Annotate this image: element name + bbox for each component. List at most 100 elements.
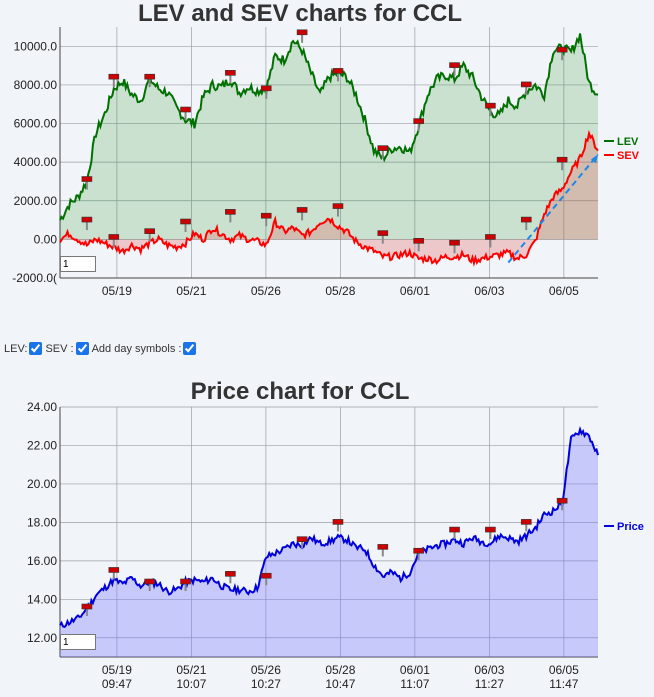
sev-day-marker (144, 228, 155, 234)
price-day-marker (225, 571, 236, 577)
price-day-marker (108, 567, 120, 573)
x-tick-time: 09:47 (102, 298, 132, 300)
x-tick-date: 05/26 (251, 663, 281, 677)
lev-day-marker (144, 73, 155, 80)
x-tick-time: 11:27 (475, 298, 504, 300)
day-symbols-checkbox[interactable] (183, 342, 197, 355)
lev-day-marker (556, 46, 568, 53)
x-tick-date: 05/21 (176, 284, 206, 298)
y-tick-label: 4000.00 (14, 155, 58, 169)
lev-sev-chart: -2000.0( 0.00 2000.00 4000.00 6000.00 8000.00… (12, 27, 640, 300)
lev-day-marker (520, 81, 532, 88)
sev-day-marker (81, 216, 93, 223)
x-tick-time: 10:27 (251, 298, 281, 300)
lev-day-marker (81, 176, 93, 182)
x-tick-time: 11:27 (475, 677, 504, 691)
sev-day-marker (108, 234, 120, 240)
x-tick-time: 10:07 (176, 298, 206, 300)
lev-day-marker (449, 62, 460, 68)
x-tick-date: 05/26 (251, 284, 281, 298)
lev-legend-label: LEV (617, 136, 639, 148)
sev-day-marker (180, 218, 191, 225)
y-tick-label: 22.00 (27, 438, 57, 452)
sev-legend-label: SEV (617, 150, 640, 162)
y-tick-label: 16.00 (27, 554, 57, 568)
price-day-marker (180, 578, 191, 585)
y-tick-label: 12.00 (27, 631, 57, 645)
y-tick-label: 24.00 (27, 400, 57, 414)
sev-day-marker (332, 203, 344, 209)
y-tick-label: 0.00 (34, 232, 58, 246)
y-tick-label: 14.00 (27, 592, 57, 606)
x-tick-time: 11:47 (549, 677, 578, 691)
sev-area (60, 133, 598, 264)
x-tick-date: 06/01 (400, 284, 430, 298)
lev-day-marker (377, 145, 389, 151)
price-chart-title: Price chart for CCL (190, 378, 410, 405)
y-tick-label: 18.00 (27, 515, 57, 529)
x-tick-date: 06/05 (549, 663, 579, 677)
price-area (60, 429, 598, 657)
trend-arrow-head (591, 154, 598, 164)
sev-day-marker (556, 156, 568, 163)
x-tick-time: 10:07 (176, 677, 206, 691)
x-tick-date: 06/05 (549, 284, 579, 298)
lev-day-marker (260, 85, 272, 92)
sev-day-marker (520, 216, 532, 223)
lev-day-marker (108, 73, 120, 80)
sev-day-marker (377, 230, 389, 236)
lev-toggle-label: LEV: (4, 342, 28, 355)
x-tick-date: 06/03 (474, 663, 504, 677)
price-day-marker (377, 544, 389, 550)
price-day-marker (485, 526, 496, 533)
sev-day-marker (260, 212, 272, 219)
sev-day-marker (449, 239, 460, 246)
y-tick-label: -2000.0( (12, 271, 57, 285)
sev-day-marker (413, 238, 424, 244)
sev-toggle-checkbox[interactable] (75, 342, 89, 355)
sev-trend-line (507, 153, 599, 264)
price-range-selector[interactable] (60, 634, 96, 650)
x-tick-date: 06/03 (474, 284, 504, 298)
lev-range-selector[interactable] (60, 256, 96, 272)
sev-toggle-label: SEV : (45, 342, 74, 355)
x-tick-date: 05/28 (325, 284, 355, 298)
lev-area (60, 33, 598, 240)
y-tick-label: 8000.00 (14, 78, 58, 92)
lev-toggle-checkbox[interactable] (29, 342, 43, 355)
lev-day-marker (485, 102, 496, 109)
lev-day-marker (180, 106, 191, 113)
x-tick-time: 09:47 (102, 677, 132, 691)
price-day-marker (520, 519, 532, 525)
x-tick-time: 11:07 (400, 677, 429, 691)
x-tick-time: 10:27 (251, 677, 281, 691)
price-day-marker (260, 572, 272, 579)
x-tick-time: 11:47 (549, 298, 578, 300)
y-tick-label: 10000.0 (14, 39, 58, 53)
lev-day-marker (413, 118, 424, 124)
x-tick-time: 10:47 (325, 677, 355, 691)
chart-controls: LEV: SEV : Add day symbols : (4, 342, 199, 355)
price-day-marker (296, 536, 308, 542)
price-day-marker (332, 519, 344, 525)
price-day-marker (449, 526, 460, 533)
price-chart: 12.00 14.00 16.00 18.00 20.00 22.00 24.00 05/19… (27, 400, 644, 691)
x-tick-date: 05/28 (325, 663, 355, 677)
sev-day-marker (225, 209, 236, 215)
lev-day-marker (225, 70, 236, 76)
x-tick-date: 05/19 (102, 284, 132, 298)
x-tick-time: 10:47 (325, 298, 355, 300)
y-tick-label: 6000.00 (14, 117, 58, 131)
x-tick-date: 05/19 (102, 663, 132, 677)
y-tick-label: 20.00 (27, 477, 57, 491)
price-legend-label: Price (617, 521, 644, 533)
sev-day-marker (296, 207, 308, 213)
lev-day-marker (296, 29, 308, 36)
price-day-marker (144, 578, 155, 585)
lev-day-marker (332, 68, 344, 74)
y-tick-label: 2000.00 (14, 194, 58, 208)
x-tick-date: 05/21 (176, 663, 206, 677)
x-tick-date: 06/01 (400, 663, 430, 677)
x-tick-time: 11:07 (400, 298, 429, 300)
lev-sev-chart-title: LEV and SEV charts for CCL (137, 0, 463, 27)
